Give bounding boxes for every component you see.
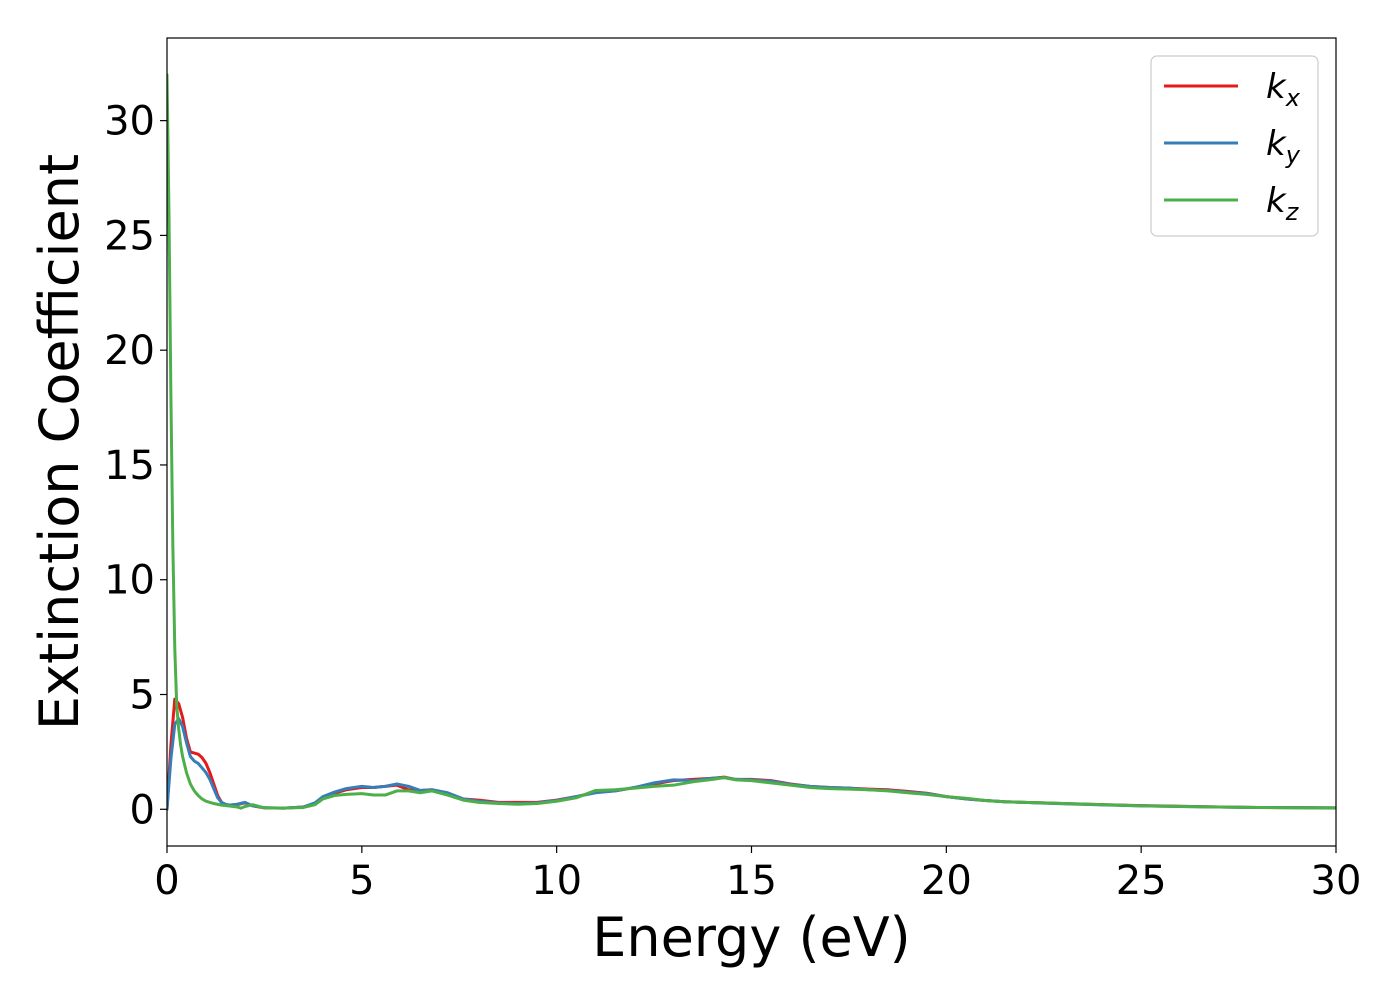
- y-tick-label: 15: [104, 443, 155, 489]
- x-tick-label: 15: [726, 858, 777, 904]
- legend-label-kx: kx: [1266, 67, 1301, 112]
- legend-label-main: k: [1266, 124, 1287, 164]
- y-tick-label: 25: [104, 213, 155, 259]
- y-axis-title: Extinction Coefficient: [28, 154, 91, 730]
- legend-label-main: k: [1266, 181, 1287, 221]
- legend-label-ky: ky: [1266, 124, 1301, 169]
- legend-label-subscript: y: [1285, 141, 1301, 169]
- x-tick-label: 25: [1116, 858, 1167, 904]
- legend-label-kz: kz: [1266, 181, 1300, 226]
- x-tick-label: 5: [349, 858, 374, 904]
- y-axis-ticks: 0 5 10 15 20 25 30: [104, 99, 167, 833]
- y-tick-label: 5: [130, 673, 155, 719]
- legend-box: [1150, 55, 1319, 237]
- legend-label-subscript: x: [1285, 84, 1301, 112]
- x-tick-label: 10: [531, 858, 582, 904]
- y-tick-label: 10: [104, 558, 155, 604]
- x-tick-label: 20: [921, 858, 972, 904]
- legend-label-main: k: [1266, 67, 1287, 107]
- x-axis-ticks: 0 5 10 15 20 25 30: [154, 846, 1361, 904]
- y-tick-label: 30: [104, 99, 155, 145]
- series-line-kz: [167, 73, 1336, 810]
- series-layer: [167, 73, 1336, 811]
- legend-label-subscript: z: [1285, 198, 1300, 226]
- x-tick-label: 30: [1311, 858, 1362, 904]
- x-tick-label: 0: [154, 858, 179, 904]
- y-tick-label: 0: [130, 787, 155, 833]
- x-axis-title: Energy (eV): [592, 906, 911, 969]
- y-tick-label: 20: [104, 328, 155, 374]
